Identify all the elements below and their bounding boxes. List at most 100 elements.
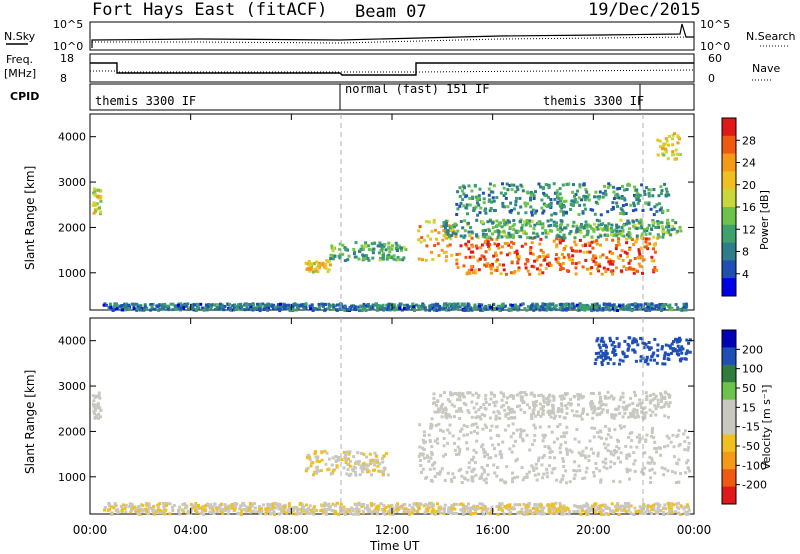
velocity-cell — [536, 410, 540, 414]
velocity-cell — [663, 414, 667, 418]
velocity-cell — [450, 506, 454, 510]
velocity-cell — [644, 440, 648, 443]
velocity-cell — [535, 510, 539, 514]
velocity-cell — [484, 508, 488, 511]
power-cell — [124, 308, 128, 312]
velocity-cell — [632, 451, 636, 455]
velocity-cell — [644, 438, 648, 442]
velocity-cell — [488, 511, 492, 515]
velocity-cell — [311, 510, 315, 514]
power-cell — [555, 221, 558, 225]
velocity-cell — [478, 415, 482, 419]
power-cell — [595, 308, 599, 312]
power-cell — [446, 232, 450, 236]
power-cell — [503, 205, 507, 209]
velocity-cell — [631, 348, 635, 352]
velocity-cell — [478, 502, 482, 506]
power-cell — [647, 194, 651, 198]
power-cell — [539, 248, 543, 252]
power-cell — [542, 202, 546, 206]
power-cell — [169, 302, 173, 306]
power-cell — [675, 152, 679, 156]
power-cell — [537, 182, 541, 186]
power-cell — [635, 188, 639, 192]
power-cell — [253, 307, 257, 311]
power-cell — [553, 305, 557, 309]
velocity-cell — [601, 503, 605, 507]
velocity-cell — [653, 358, 656, 362]
power-cell — [91, 203, 95, 207]
power-cell — [484, 228, 487, 232]
power-cell — [258, 307, 261, 311]
velocity-cell — [613, 448, 616, 452]
velocity-cell — [483, 406, 487, 410]
velocity-cell — [513, 476, 517, 480]
velocity-cell — [375, 454, 379, 458]
power-cell — [456, 207, 460, 211]
power-cell — [516, 211, 520, 215]
power-cell — [526, 305, 530, 309]
velocity-cell — [202, 513, 206, 517]
velocity-cell — [551, 394, 555, 398]
power-cell — [572, 220, 576, 224]
velocity-cell — [465, 441, 469, 445]
power-cell — [97, 196, 101, 200]
velocity-cell — [609, 460, 613, 464]
power-cell — [277, 303, 281, 306]
power-cell — [529, 198, 532, 202]
velocity-cell — [670, 506, 674, 510]
velocity-cell — [178, 512, 182, 516]
power-cell — [654, 304, 658, 308]
velocity-cell — [589, 447, 593, 451]
beam-title: Beam 07 — [355, 2, 427, 22]
velocity-cell — [677, 340, 681, 343]
power-cell — [603, 233, 607, 237]
velocity-cell — [182, 510, 186, 514]
power-cell — [560, 228, 564, 232]
power-cell — [504, 196, 508, 200]
velocity-cell — [580, 417, 584, 421]
velocity-cell — [460, 409, 464, 413]
velocity-cell — [532, 393, 536, 397]
velocity-cell — [319, 509, 323, 513]
power-cell — [529, 196, 532, 200]
power-cell — [595, 242, 599, 246]
power-cell — [379, 249, 383, 253]
velocity-cell — [679, 504, 683, 508]
velocity-cell — [525, 475, 529, 479]
power-cell — [298, 304, 302, 308]
velocity-cell — [262, 503, 266, 507]
power-cell — [478, 187, 482, 191]
power-cell — [488, 247, 491, 251]
power-cell — [324, 263, 328, 267]
velocity-cell — [629, 412, 632, 415]
velocity-cell — [474, 473, 478, 477]
velocity-cell — [395, 510, 399, 514]
power-cell — [447, 306, 451, 310]
velocity-cell — [165, 503, 168, 507]
velocity-cell — [533, 426, 537, 430]
velocity-cell — [648, 455, 652, 459]
power-cell — [559, 204, 563, 208]
power-cell — [325, 259, 329, 263]
power-cell — [622, 234, 626, 238]
power-cell — [478, 257, 482, 261]
power-cell — [679, 229, 683, 233]
power-cell — [556, 261, 560, 265]
power-cell — [342, 305, 346, 309]
velocity-cell — [575, 410, 579, 414]
velocity-cell — [652, 503, 656, 507]
velocity-cell — [325, 512, 329, 516]
power-cell — [476, 259, 480, 263]
velocity-cell — [541, 509, 545, 513]
power-cell — [330, 246, 334, 250]
freq-panel: Freq. [MHz] 18 8 60 0 Nave — [4, 52, 780, 85]
power-cell — [661, 235, 665, 239]
velocity-cell — [688, 338, 692, 342]
power-cell — [620, 225, 624, 229]
power-cell — [442, 229, 446, 233]
power-cell — [664, 137, 668, 141]
velocity-cell — [436, 410, 440, 414]
power-cell — [632, 204, 636, 208]
velocity-cell — [679, 513, 683, 516]
